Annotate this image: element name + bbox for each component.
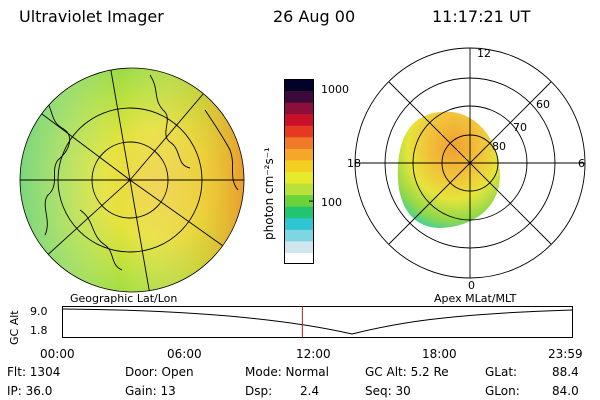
altitude-y-label: GC Alt bbox=[8, 310, 21, 345]
x-tick-0600: 06:00 bbox=[167, 347, 202, 361]
flight-number: Flt: 1304 bbox=[7, 365, 61, 379]
glat-value: 88.4 bbox=[552, 365, 579, 379]
altitude-tick-low: 1.8 bbox=[30, 324, 48, 337]
colorbar-segment bbox=[284, 79, 314, 92]
altitude-plot bbox=[62, 306, 573, 338]
colorbar-tick-1000: 1000 bbox=[321, 83, 349, 96]
colorbar-segment bbox=[284, 194, 314, 207]
mlt-label-18: 18 bbox=[347, 157, 361, 170]
colorbar-tick-100: 100 bbox=[321, 196, 342, 209]
auroral-oval bbox=[397, 111, 500, 228]
colorbar-segment bbox=[284, 136, 314, 149]
app-title: Ultraviolet Imager bbox=[19, 7, 164, 26]
mlat-label-60: 60 bbox=[536, 98, 550, 111]
x-tick-2359: 23:59 bbox=[548, 347, 583, 361]
x-tick-1800: 18:00 bbox=[422, 347, 457, 361]
header-time: 11:17:21 UT bbox=[432, 7, 531, 26]
dsp-value: 2.4 bbox=[300, 384, 320, 398]
colorbar-segment bbox=[284, 183, 314, 196]
colorbar-segment bbox=[284, 148, 314, 161]
x-tick-0000: 00:00 bbox=[40, 347, 75, 361]
x-tick-1200: 12:00 bbox=[296, 347, 331, 361]
door-status: Door: Open bbox=[125, 365, 194, 379]
glat-label: GLat: bbox=[485, 365, 518, 379]
apex-label: Apex MLat/MLT bbox=[434, 292, 517, 305]
gc-altitude: GC Alt: 5.2 Re bbox=[365, 365, 449, 379]
colorbar bbox=[284, 79, 314, 265]
colorbar-segment bbox=[284, 229, 314, 242]
colorbar-border bbox=[284, 79, 314, 264]
sequence-number: Seq: 30 bbox=[365, 384, 411, 398]
colorbar-segment bbox=[284, 159, 314, 172]
geographic-label: Geographic Lat/Lon bbox=[70, 292, 178, 305]
colorbar-segment bbox=[284, 206, 314, 219]
mlat-label-70: 70 bbox=[513, 121, 527, 134]
mlt-label-6: 6 bbox=[578, 157, 585, 170]
glon-value: 84.0 bbox=[552, 384, 579, 398]
ip-value: IP: 36.0 bbox=[7, 384, 53, 398]
mode-status: Mode: Normal bbox=[245, 365, 329, 379]
colorbar-segment bbox=[284, 113, 314, 126]
mlt-label-0: 0 bbox=[468, 279, 475, 292]
gain-value: Gain: 13 bbox=[125, 384, 176, 398]
colorbar-segment bbox=[284, 102, 314, 115]
altitude-tick-high: 9.0 bbox=[30, 305, 48, 318]
polar-grid bbox=[354, 47, 586, 279]
colorbar-segment bbox=[284, 217, 314, 230]
colorbar-segment bbox=[284, 90, 314, 103]
colorbar-segment bbox=[284, 240, 314, 253]
mlt-label-12: 12 bbox=[477, 47, 491, 60]
colorbar-segment bbox=[284, 252, 314, 265]
colorbar-segment bbox=[284, 125, 314, 138]
colorbar-segment bbox=[284, 171, 314, 184]
header-date: 26 Aug 00 bbox=[273, 7, 356, 26]
mlat-label-80: 80 bbox=[492, 140, 506, 153]
dsp-label: Dsp: bbox=[245, 384, 273, 398]
glon-label: GLon: bbox=[485, 384, 520, 398]
